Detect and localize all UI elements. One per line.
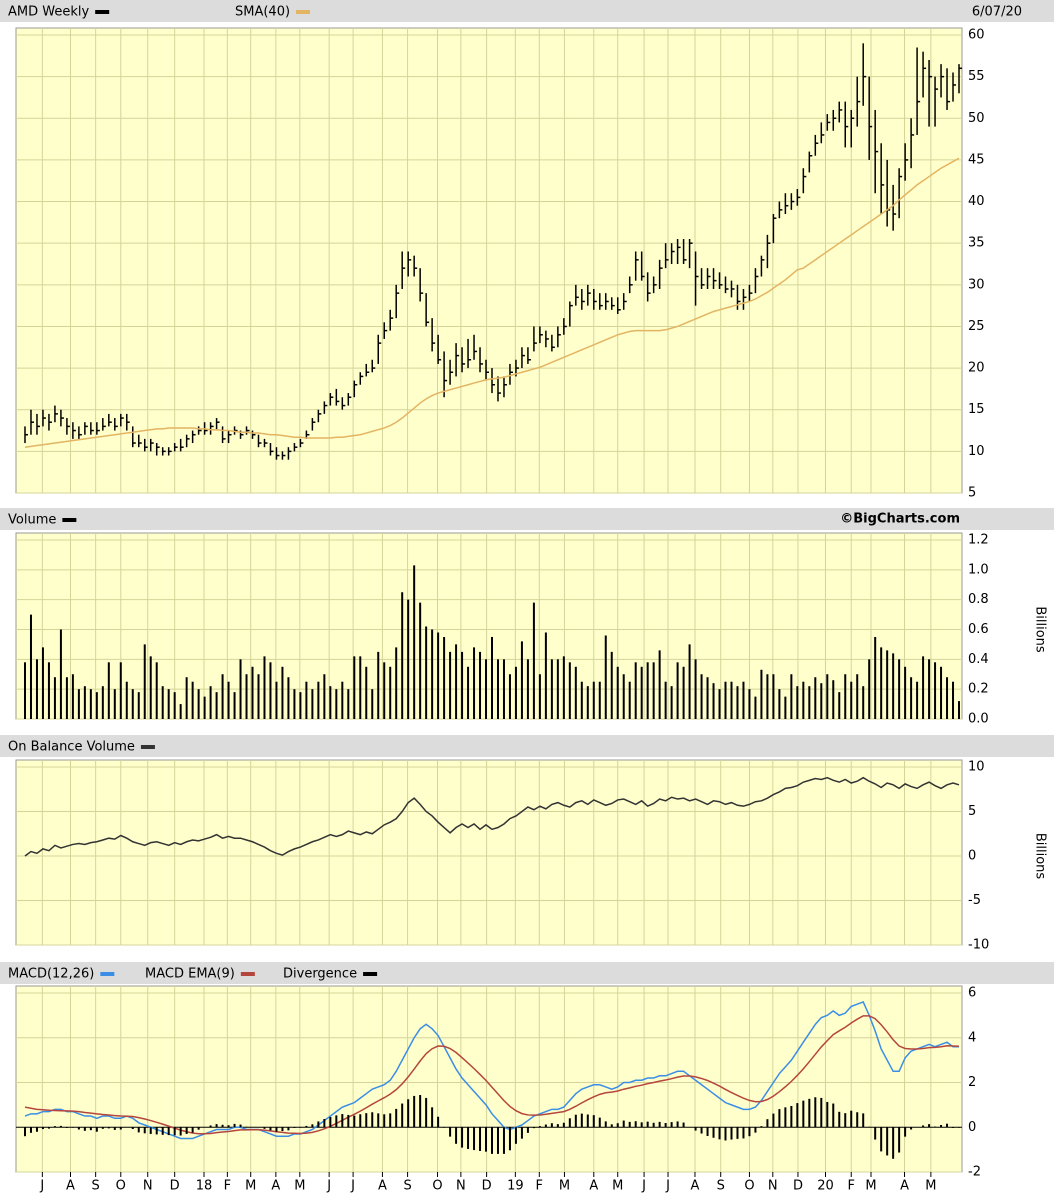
- header-bar: [0, 508, 1054, 530]
- y-tick-label: 10: [968, 444, 985, 459]
- x-tick-label: N: [143, 1179, 153, 1194]
- legend-swatch: [240, 972, 255, 976]
- y-tick-label: 0: [968, 1120, 976, 1135]
- header-bar: [0, 0, 1054, 22]
- y-tick-label: 20: [968, 361, 985, 376]
- legend-label: Divergence: [283, 967, 357, 982]
- y-tick-label: 30: [968, 277, 985, 292]
- header-bar: [0, 962, 1054, 984]
- x-tick-label: F: [536, 1179, 543, 1194]
- x-tick-label: M: [559, 1179, 570, 1194]
- legend-label: On Balance Volume: [8, 740, 135, 755]
- legend-swatch: [363, 972, 378, 976]
- x-tick-label: D: [170, 1179, 180, 1194]
- legend-swatch: [296, 10, 311, 14]
- x-tick-label: A: [378, 1179, 387, 1194]
- y-tick-label: 5: [968, 804, 976, 819]
- x-tick-label: M: [245, 1179, 256, 1194]
- x-tick-label: 19: [507, 1179, 524, 1194]
- y-tick-label: 35: [968, 236, 985, 251]
- legend-label: Volume: [8, 513, 56, 528]
- y-tick-label: 1.0: [968, 562, 989, 577]
- y-tick-label: 60: [968, 28, 985, 43]
- x-tick-label: D: [482, 1179, 492, 1194]
- y-tick-label: -5: [968, 893, 981, 908]
- plot-area: [15, 985, 963, 1173]
- x-tick-label: F: [224, 1179, 231, 1194]
- x-tick-label: J: [641, 1179, 646, 1194]
- legend-label: AMD Weekly: [8, 5, 89, 20]
- y-tick-label: 0.2: [968, 682, 989, 697]
- y-tick-label: 4: [968, 1030, 976, 1045]
- y-tick-label: 50: [968, 111, 985, 126]
- y-tick-label: 25: [968, 319, 985, 334]
- x-tick-label: F: [847, 1179, 854, 1194]
- x-tick-label: A: [66, 1179, 75, 1194]
- y-tick-label: 0.0: [968, 712, 989, 727]
- y-tick-label: 6: [968, 986, 976, 1001]
- y-tick-label: 0: [968, 849, 976, 864]
- x-tick-label: J: [39, 1179, 44, 1194]
- header-bar: [0, 735, 1054, 757]
- x-tick-label: O: [116, 1179, 126, 1194]
- x-tick-label: O: [432, 1179, 442, 1194]
- x-tick-label: M: [865, 1179, 876, 1194]
- x-tick-label: M: [294, 1179, 305, 1194]
- x-tick-label: A: [271, 1179, 280, 1194]
- line: [24, 157, 960, 448]
- x-tick-label: J: [350, 1179, 355, 1194]
- x-tick-label: O: [744, 1179, 754, 1194]
- x-tick-label: N: [768, 1179, 778, 1194]
- legend-swatch: [95, 10, 110, 14]
- y-tick-label: 2: [968, 1075, 976, 1090]
- line: [24, 776, 960, 857]
- legend-swatch: [100, 972, 115, 976]
- x-tick-label: J: [326, 1179, 331, 1194]
- y-axis-label: Billions: [1033, 833, 1048, 880]
- y-tick-label: 15: [968, 402, 985, 417]
- line: [24, 1001, 960, 1140]
- y-tick-label: 10: [968, 760, 985, 775]
- y-tick-label: 5: [968, 486, 976, 501]
- y-tick-label: 0.4: [968, 652, 989, 667]
- x-tick-label: 18: [196, 1179, 213, 1194]
- x-tick-label: J: [665, 1179, 670, 1194]
- x-tick-label: M: [925, 1179, 936, 1194]
- x-tick-label: S: [403, 1179, 411, 1194]
- x-tick-label: N: [456, 1179, 466, 1194]
- date-label: 6/07/20: [972, 5, 1022, 20]
- y-tick-label: -2: [968, 1165, 981, 1180]
- y-axis-label: Billions: [1033, 606, 1048, 653]
- y-tick-label: 40: [968, 194, 985, 209]
- x-tick-label: A: [691, 1179, 700, 1194]
- x-tick-label: S: [92, 1179, 100, 1194]
- y-tick-label: 0.8: [968, 592, 989, 607]
- legend-label: SMA(40): [235, 5, 290, 20]
- legend-swatch: [140, 745, 155, 749]
- plot-area: [15, 532, 963, 720]
- plot-area: [15, 759, 963, 946]
- y-tick-label: -10: [968, 938, 989, 953]
- x-tick-label: A: [589, 1179, 598, 1194]
- legend-label: MACD EMA(9): [145, 967, 235, 982]
- x-tick-label: A: [900, 1179, 909, 1194]
- y-tick-label: 45: [968, 152, 985, 167]
- x-tick-label: 20: [817, 1179, 834, 1194]
- plot-area: [15, 27, 963, 494]
- legend-label: MACD(12,26): [8, 967, 94, 982]
- y-tick-label: 55: [968, 69, 985, 84]
- credit: ©BigCharts.com: [840, 512, 960, 527]
- x-tick-label: M: [612, 1179, 623, 1194]
- y-tick-label: 0.6: [968, 622, 989, 637]
- legend-swatch: [62, 518, 77, 522]
- x-tick-label: S: [717, 1179, 725, 1194]
- y-tick-label: 1.2: [968, 533, 989, 548]
- x-tick-label: D: [793, 1179, 803, 1194]
